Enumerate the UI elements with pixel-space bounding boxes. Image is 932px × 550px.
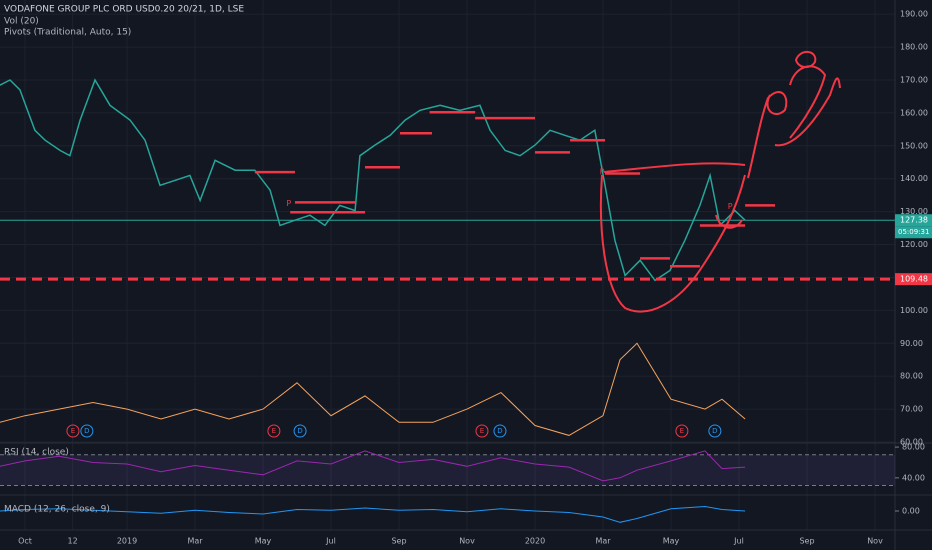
- x-tick-label: 2020: [525, 537, 545, 546]
- pivot-label: P: [600, 168, 605, 177]
- y-tick-label: 40.00: [902, 473, 925, 482]
- volatility-line: [0, 342, 746, 436]
- y-tick-label: 180.00: [900, 43, 928, 52]
- event-label: D: [712, 427, 717, 435]
- indicator-label: Pivots (Traditional, Auto, 15): [4, 28, 131, 38]
- countdown: 05:09:31: [898, 228, 929, 236]
- event-marker: [80, 424, 94, 438]
- event-marker: [708, 424, 722, 438]
- x-tick-label: 12: [68, 537, 78, 546]
- price-label-bg: [895, 214, 932, 227]
- rsi-line: [0, 450, 746, 482]
- event-label: E: [272, 427, 276, 435]
- event-marker: [475, 424, 489, 438]
- y-tick-label: 140.00: [900, 174, 928, 183]
- y-tick-label: 170.00: [900, 75, 928, 84]
- event-label: E: [71, 427, 75, 435]
- price-label: 127.38: [900, 216, 928, 225]
- x-tick-label: May: [663, 537, 680, 546]
- pivot-label: P: [286, 199, 291, 208]
- price-label-bg: [895, 273, 932, 286]
- chart-title: VODAFONE GROUP PLC ORD USD0.20 20/21, 1D…: [4, 5, 244, 15]
- rim-drawing: [603, 162, 746, 173]
- event-marker: [293, 424, 307, 438]
- indicator-label: Vol (20): [4, 17, 39, 27]
- event-label: D: [84, 427, 89, 435]
- event-marker: [66, 424, 80, 438]
- event-marker: [493, 424, 507, 438]
- y-tick-label: 0.00: [902, 507, 920, 516]
- x-tick-label: Jul: [325, 537, 336, 546]
- price-line: [0, 78, 746, 282]
- x-tick-label: 2019: [117, 537, 137, 546]
- y-tick-label: 90.00: [900, 339, 923, 348]
- event-label: D: [497, 427, 502, 435]
- event-marker: [675, 424, 689, 438]
- x-tick-label: Mar: [595, 537, 611, 546]
- x-tick-label: Nov: [867, 537, 883, 546]
- macd-label: MACD (12, 26, close, 9): [4, 505, 110, 515]
- y-tick-label: 190.00: [900, 10, 928, 19]
- y-tick-label: 100.00: [900, 306, 928, 315]
- y-tick-label: 60.00: [900, 438, 923, 447]
- x-tick-label: Nov: [459, 537, 475, 546]
- macd-line: [0, 505, 746, 523]
- y-tick-label: 70.00: [900, 405, 923, 414]
- y-tick-label: 80.00: [900, 372, 923, 381]
- figure-drawing: [747, 65, 841, 179]
- hand-drawing: [599, 51, 841, 313]
- y-tick-label: 80.00: [902, 443, 925, 452]
- y-tick-label: 130.00: [900, 207, 928, 216]
- x-tick-label: Mar: [187, 537, 203, 546]
- price-label: 109.48: [900, 275, 928, 284]
- x-tick-label: May: [255, 537, 272, 546]
- handle-drawing: [715, 214, 743, 229]
- plot: Oct 12 2019 Mar May Jul Sep Nov 2020 Mar May Jul Sep…: [0, 10, 932, 546]
- event-label: E: [480, 427, 484, 435]
- x-tick-label: Sep: [391, 537, 406, 546]
- rsi-label: RSI (14, close): [4, 448, 69, 458]
- y-tick-label: 120.00: [900, 240, 928, 249]
- y-tick-label: 150.00: [900, 141, 928, 150]
- event-label: D: [297, 427, 302, 435]
- x-tick-label: Oct: [18, 537, 32, 546]
- grid: [0, 0, 895, 530]
- x-tick-label: Sep: [799, 537, 814, 546]
- rsi-band: [0, 454, 895, 486]
- event-marker: [267, 424, 281, 438]
- countdown-bg: [895, 226, 932, 239]
- event-label: E: [680, 427, 684, 435]
- x-tick-label: Jul: [733, 537, 744, 546]
- y-tick-label: 160.00: [900, 108, 928, 117]
- pivot-label: P: [728, 202, 733, 211]
- head-drawing: [794, 51, 817, 68]
